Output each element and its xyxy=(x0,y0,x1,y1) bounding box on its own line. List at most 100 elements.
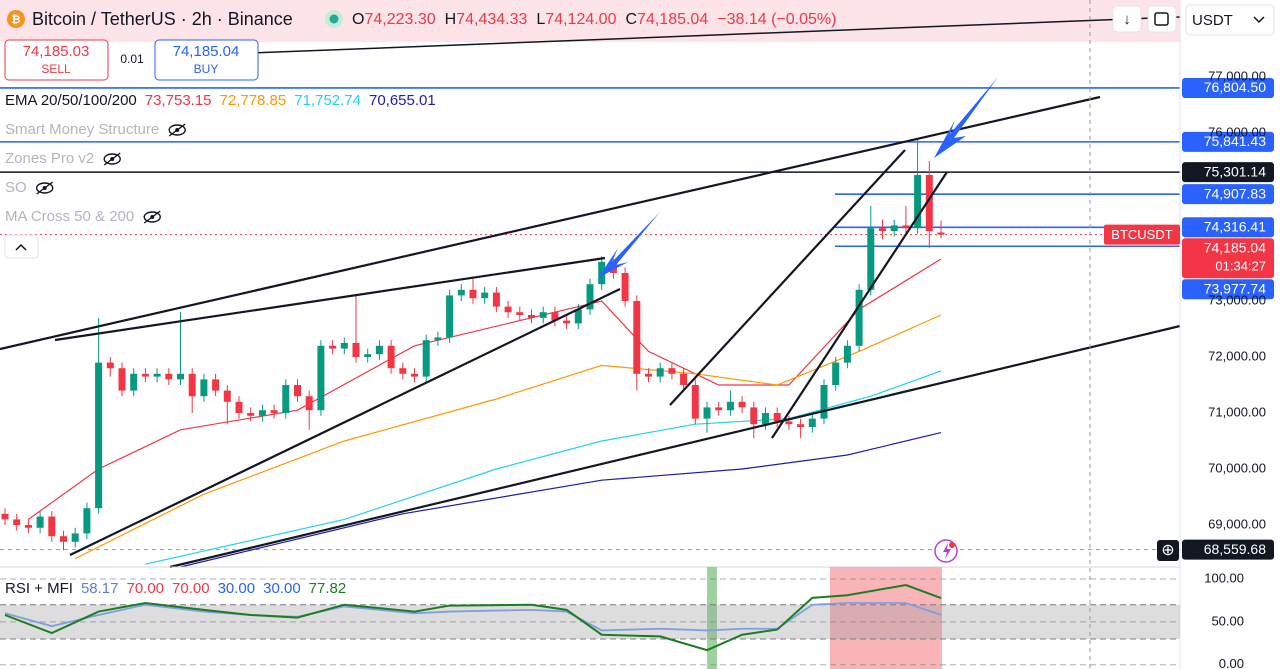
sell-button[interactable]: 74,185.03 SELL xyxy=(4,39,109,81)
rsi-line xyxy=(4,583,942,652)
candle-body xyxy=(317,345,325,411)
eye xyxy=(168,124,186,136)
candle-body xyxy=(294,385,301,397)
candle-body xyxy=(703,407,711,419)
sell-price: 74,185.03 xyxy=(23,43,90,60)
coin-symbol: ₿ xyxy=(12,14,21,26)
price-tag-label: 73,977.74 xyxy=(1204,280,1266,296)
button[interactable] xyxy=(4,39,109,81)
indicator-name: MA Cross 50 & 200 xyxy=(5,208,134,225)
trend-line xyxy=(54,256,606,342)
candle-body xyxy=(106,362,114,369)
candle-body xyxy=(481,292,489,299)
candle-body xyxy=(446,295,454,338)
highlight-red xyxy=(830,567,942,669)
eye xyxy=(103,153,121,165)
price-tag xyxy=(1182,131,1274,152)
candle-body xyxy=(785,421,793,425)
ohlc-key: L xyxy=(536,11,545,28)
candle-body xyxy=(364,354,372,357)
arrow xyxy=(934,77,998,158)
candle-body xyxy=(141,373,149,377)
candle-body xyxy=(153,373,161,377)
candle-body xyxy=(808,418,816,427)
y-tick-label: 69,000.00 xyxy=(1208,516,1266,531)
ohlc-key: C xyxy=(625,11,637,28)
download-button[interactable]: ↓ xyxy=(1112,5,1142,33)
candle-body xyxy=(83,508,91,534)
candle-body xyxy=(750,407,758,425)
rsi-legend-value: 30.00 xyxy=(263,580,301,597)
candle-body xyxy=(843,345,851,363)
candle-body xyxy=(375,345,383,355)
candle-body xyxy=(212,379,220,391)
eye-off-icon[interactable] xyxy=(103,152,121,166)
candle-body xyxy=(574,309,582,324)
candle-body xyxy=(516,312,524,315)
candle-body xyxy=(551,312,559,321)
rsi-legend-value: 30.00 xyxy=(218,580,256,597)
y-tick-label: 71,000.00 xyxy=(1208,404,1266,419)
arrow xyxy=(598,212,660,278)
rsi-legend: RSI + MFI 58.17 70.00 70.00 30.00 30.00 77.82 xyxy=(5,580,346,597)
candle-body xyxy=(13,519,21,525)
candle-body xyxy=(645,373,652,377)
candle-body xyxy=(48,516,56,537)
fullscreen-button[interactable] xyxy=(1147,5,1177,33)
y-tick-label: 70,000.00 xyxy=(1208,460,1266,475)
candle-body xyxy=(457,289,465,296)
ohlc-value: 74,124.00 xyxy=(545,11,616,28)
button[interactable] xyxy=(1147,5,1177,33)
collapse-button[interactable] xyxy=(4,234,39,259)
eye xyxy=(143,211,161,223)
candle-body xyxy=(340,343,348,349)
icon xyxy=(15,243,27,251)
eye-off-icon[interactable] xyxy=(35,181,54,195)
candle-body xyxy=(24,525,32,528)
eye-off-icon[interactable] xyxy=(168,123,186,137)
trend-lines xyxy=(0,16,1181,569)
button[interactable] xyxy=(1157,540,1179,561)
price-tag-label: 76,804.50 xyxy=(1204,79,1266,95)
candle-body xyxy=(504,306,512,313)
button[interactable] xyxy=(1112,5,1142,33)
price-tag xyxy=(1182,184,1274,205)
symbol-title: Bitcoin / TetherUS · 2h · Binance xyxy=(32,9,293,29)
candle-body xyxy=(305,396,313,411)
price-axis-bg xyxy=(1180,0,1280,669)
ema-legend: EMA 20/50/100/200 73,753.15 72,778.85 71,75… xyxy=(5,92,436,109)
eye-off-icon[interactable] xyxy=(143,210,161,224)
candle-body xyxy=(820,385,828,419)
ema-line xyxy=(74,314,942,560)
trend-line xyxy=(199,16,1181,56)
candle-body xyxy=(563,320,571,324)
candle-body xyxy=(867,228,875,290)
dropdown[interactable] xyxy=(1185,4,1275,36)
eye xyxy=(35,182,54,194)
slash xyxy=(143,210,161,224)
rsi-legend-value: 58.17 xyxy=(81,580,119,597)
candle-body xyxy=(235,401,243,413)
price-tag xyxy=(1182,279,1274,300)
candle-body xyxy=(492,292,500,307)
symbol-label: BTCUSDT xyxy=(1111,227,1172,242)
rsi-pane xyxy=(0,578,1180,666)
candle-body xyxy=(270,410,278,413)
price-tag-label: 74,316.41 xyxy=(1204,218,1266,234)
icon xyxy=(1154,12,1169,26)
rsi-tick-label: 50.00 xyxy=(1211,613,1244,628)
candle-body xyxy=(937,232,945,235)
price-tag-label: 74,185.04 xyxy=(1204,239,1266,255)
button[interactable] xyxy=(154,39,259,81)
buy-button[interactable]: 74,185.04 BUY xyxy=(154,39,259,81)
candle-body xyxy=(691,385,699,419)
candle-body xyxy=(130,373,138,391)
currency-select[interactable]: USDT xyxy=(1185,4,1275,36)
trend-line xyxy=(169,324,1181,569)
price-tag-label: 75,841.43 xyxy=(1204,133,1266,149)
candle-body xyxy=(925,175,933,231)
candle-body xyxy=(329,345,337,349)
add-button[interactable]: ⊕ xyxy=(1157,540,1179,561)
ema-value: 71,752.74 xyxy=(294,92,361,109)
